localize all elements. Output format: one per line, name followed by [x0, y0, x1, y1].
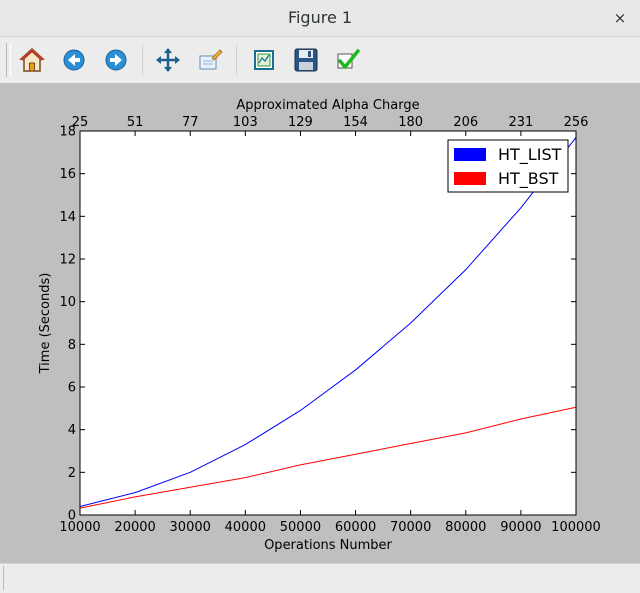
- x-axis-title: Operations Number: [264, 538, 392, 553]
- x-tick-label: 40000: [225, 520, 266, 535]
- x-tick-label: 100000: [551, 520, 601, 535]
- window-title: Figure 1: [287, 8, 353, 27]
- back-button[interactable]: [60, 46, 88, 74]
- forward-button[interactable]: [102, 46, 130, 74]
- toolbar-separator: [236, 45, 237, 75]
- plot-frame: [79, 130, 577, 516]
- checkmark-icon: [337, 49, 360, 69]
- x-tick-label: 10000: [59, 520, 100, 535]
- x2-tick-label: 206: [453, 115, 478, 130]
- y-tick-label: 0: [68, 509, 76, 524]
- status-bar: [0, 563, 640, 593]
- edit-axis-button[interactable]: [334, 46, 362, 74]
- floppy-disk-icon: [294, 48, 318, 72]
- figure-canvas[interactable]: 10000 20000 30000 40000 50000 60000 70000 80000…: [0, 83, 640, 563]
- line-chart: 10000 20000 30000 40000 50000 60000 70000 80000…: [38, 98, 601, 553]
- title-bar: Figure 1 ×: [0, 0, 640, 37]
- x-tick-label: 70000: [390, 520, 431, 535]
- move-icon: [156, 48, 180, 72]
- x2-tick-label: 231: [508, 115, 533, 130]
- x2-tick-label: 103: [233, 115, 258, 130]
- toolbar-grip[interactable]: [6, 43, 11, 77]
- x2-tick-label: 256: [564, 115, 589, 130]
- x-tick-label: 50000: [280, 520, 321, 535]
- plot-background: [80, 131, 576, 515]
- legend-swatch: [454, 172, 486, 185]
- pan-button[interactable]: [154, 46, 182, 74]
- series-line-ht-list: [79, 137, 577, 507]
- y-tick-label: 10: [59, 295, 76, 310]
- subplots-button[interactable]: [250, 46, 278, 74]
- zoom-button[interactable]: [196, 46, 224, 74]
- x2-tick-label: 129: [288, 115, 313, 130]
- y-tick-label: 8: [68, 338, 76, 353]
- save-button[interactable]: [292, 46, 320, 74]
- x-tick-label: 20000: [114, 520, 155, 535]
- legend-label: HT_LIST: [498, 145, 562, 165]
- toolbar-separator: [142, 45, 143, 75]
- zoom-rect-icon: [199, 49, 223, 70]
- x2-tick-label: 25: [72, 115, 89, 130]
- home-button[interactable]: [18, 46, 46, 74]
- y-tick-label: 12: [59, 253, 76, 268]
- home-icon: [19, 47, 45, 72]
- x-tick-label: 60000: [335, 520, 376, 535]
- x-tick-label: 90000: [500, 520, 541, 535]
- x-tick-label: 30000: [170, 520, 211, 535]
- legend-swatch: [454, 148, 486, 161]
- toolbar: [0, 37, 640, 83]
- back-arrow-icon: [63, 49, 85, 71]
- y-tick-label: 16: [59, 167, 76, 182]
- x2-tick-label: 180: [398, 115, 423, 130]
- y-tick-label: 14: [59, 210, 76, 225]
- status-grip: [3, 566, 6, 590]
- y-tick-label: 4: [68, 423, 76, 438]
- subplots-icon: [254, 50, 274, 70]
- close-button[interactable]: ×: [613, 9, 627, 27]
- y-axis-title: Time (Seconds): [38, 273, 53, 375]
- x2-axis-title: Approximated Alpha Charge: [236, 98, 419, 113]
- x2-tick-label: 77: [182, 115, 199, 130]
- y-tick-label: 18: [59, 125, 76, 140]
- x2-tick-label: 51: [127, 115, 144, 130]
- y-tick-label: 6: [68, 381, 76, 396]
- series-line-ht-bst: [79, 406, 577, 509]
- x2-tick-label: 154: [343, 115, 368, 130]
- forward-arrow-icon: [105, 49, 127, 71]
- x-tick-label: 80000: [445, 520, 486, 535]
- legend-label: HT_BST: [498, 169, 559, 189]
- y-tick-label: 2: [68, 466, 76, 481]
